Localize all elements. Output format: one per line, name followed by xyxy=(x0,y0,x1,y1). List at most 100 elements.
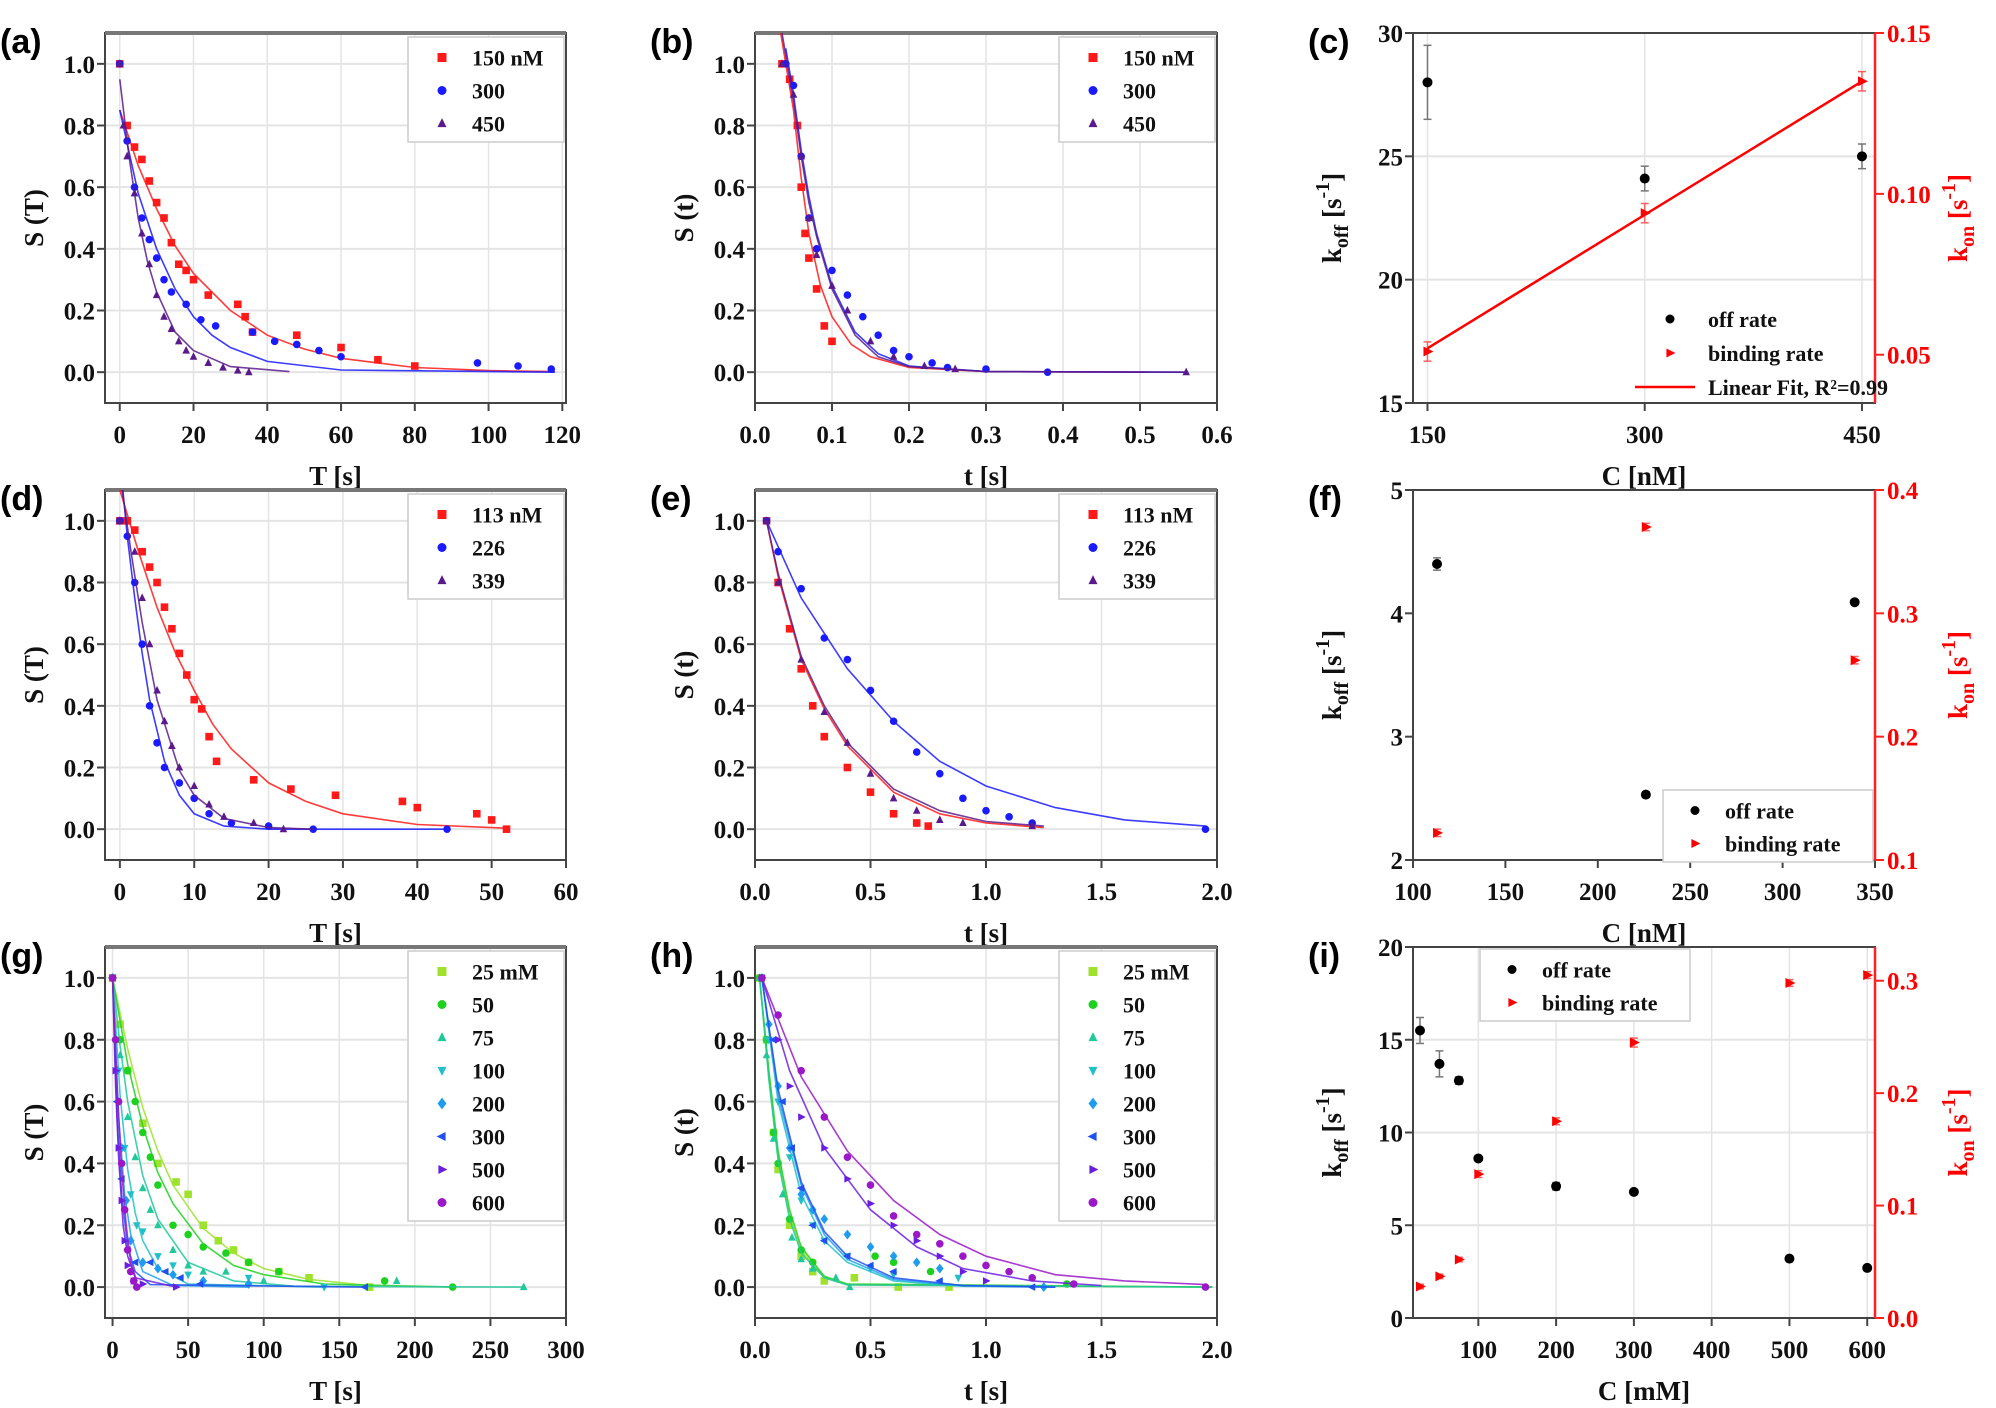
data-point xyxy=(167,238,176,247)
label-part: k xyxy=(1317,705,1347,720)
legend-box xyxy=(1058,950,1216,1222)
data-point xyxy=(959,794,967,803)
x-tick-label: 100 xyxy=(1394,879,1432,906)
data-point xyxy=(138,1228,147,1236)
label-part: ] xyxy=(1317,173,1347,182)
data-point xyxy=(184,1190,192,1199)
legend-item: 75 xyxy=(1088,1026,1145,1051)
data-point xyxy=(123,1112,132,1121)
legend-item: 25 mM xyxy=(437,960,539,985)
data-point xyxy=(1850,655,1861,666)
data-point xyxy=(808,1263,817,1272)
x-axis-label: T [s] xyxy=(309,918,362,948)
data-point xyxy=(153,685,161,694)
data-point xyxy=(145,1258,154,1267)
data-point xyxy=(785,1154,794,1162)
data-point xyxy=(798,1113,806,1121)
data-point xyxy=(912,748,921,756)
data-point xyxy=(843,738,852,746)
label-part: ] xyxy=(1317,630,1347,639)
x-tick-label: 200 xyxy=(396,1337,434,1364)
data-point xyxy=(138,155,146,164)
x-tick-label: 0.2 xyxy=(893,422,924,449)
data-point xyxy=(762,516,771,524)
data-point xyxy=(160,1267,169,1276)
legend-marker xyxy=(437,1198,447,1207)
y-tick-label: 20 xyxy=(1378,935,1403,962)
legend: off rate binding rate Linear Fit, R²=0.99 xyxy=(1635,307,1888,400)
data-point xyxy=(796,1184,805,1192)
data-point xyxy=(123,1246,132,1254)
data-point xyxy=(175,762,184,771)
legend-marker xyxy=(1507,965,1517,974)
y-tick-label: 0.0 xyxy=(64,1275,95,1302)
data-point xyxy=(1201,1283,1210,1291)
x-tick-label: 20 xyxy=(181,422,206,449)
y-tick-label: 0.6 xyxy=(714,1090,745,1117)
data-point xyxy=(138,1183,147,1192)
x-tick-label: 150 xyxy=(1409,422,1447,449)
data-point xyxy=(982,1277,991,1285)
legend-marker xyxy=(1089,1165,1099,1174)
data-point xyxy=(241,312,249,321)
data-point xyxy=(913,1236,922,1245)
y-tick-label: 0.4 xyxy=(714,237,746,264)
data-point xyxy=(866,788,875,796)
data-point xyxy=(172,1283,181,1291)
y-tick-label: 0.2 xyxy=(714,756,745,783)
data-point xyxy=(1862,1262,1873,1273)
plot-area xyxy=(1432,522,1861,838)
data-point xyxy=(912,1230,921,1239)
legend-label: 25 mM xyxy=(472,960,539,985)
data-point xyxy=(398,797,407,806)
data-point xyxy=(120,1205,129,1214)
data-point xyxy=(850,1274,859,1282)
y-tick-label: 0.2 xyxy=(714,299,745,326)
y2-tick-label: 0.3 xyxy=(1887,601,1918,628)
x-tick-label: 150 xyxy=(1487,879,1525,906)
y-tick-label: 1.0 xyxy=(64,52,95,79)
data-point xyxy=(1027,1283,1036,1291)
data-point xyxy=(774,547,782,556)
data-point xyxy=(182,346,190,354)
legend-label: 200 xyxy=(472,1092,505,1117)
x-tick-label: 0.6 xyxy=(1201,422,1232,449)
label-part: -1 xyxy=(1938,1097,1960,1114)
data-point xyxy=(176,1274,184,1282)
legend-label: 113 nM xyxy=(472,503,543,528)
data-point xyxy=(123,1066,132,1075)
data-point xyxy=(152,290,161,299)
x-tick-label: 2.0 xyxy=(1201,1337,1232,1364)
data-point xyxy=(154,1220,162,1229)
data-point xyxy=(249,818,258,827)
data-point xyxy=(360,1283,369,1291)
data-point xyxy=(797,584,805,593)
label-part: on xyxy=(1957,1140,1979,1161)
data-point xyxy=(130,526,139,534)
legend-marker xyxy=(1508,998,1518,1007)
data-point xyxy=(130,188,139,197)
data-point xyxy=(889,1267,897,1276)
data-point xyxy=(1453,1075,1464,1086)
data-point xyxy=(866,336,875,345)
data-point xyxy=(169,1245,177,1254)
legend-label: 226 xyxy=(1123,536,1156,561)
data-point xyxy=(805,213,813,222)
plot-area xyxy=(762,516,1210,833)
y-tick-label: 0.6 xyxy=(64,632,95,659)
y2-tick-label: 0.0 xyxy=(1887,1306,1918,1333)
legend-item: binding rate xyxy=(1691,832,1841,857)
y-tick-label: 0.8 xyxy=(714,114,745,141)
data-point xyxy=(959,818,967,827)
data-point xyxy=(1639,173,1650,184)
data-point xyxy=(132,1283,141,1291)
data-point xyxy=(197,315,205,324)
legend: 113 nM 226 339 xyxy=(1058,493,1216,600)
y2-tick-label: 0.05 xyxy=(1887,343,1931,370)
data-point xyxy=(220,812,228,820)
legend-marker xyxy=(438,1165,448,1174)
data-point xyxy=(115,1144,124,1152)
data-point xyxy=(138,228,146,237)
y2-axis-label: kon [s-1] xyxy=(1938,174,1979,262)
